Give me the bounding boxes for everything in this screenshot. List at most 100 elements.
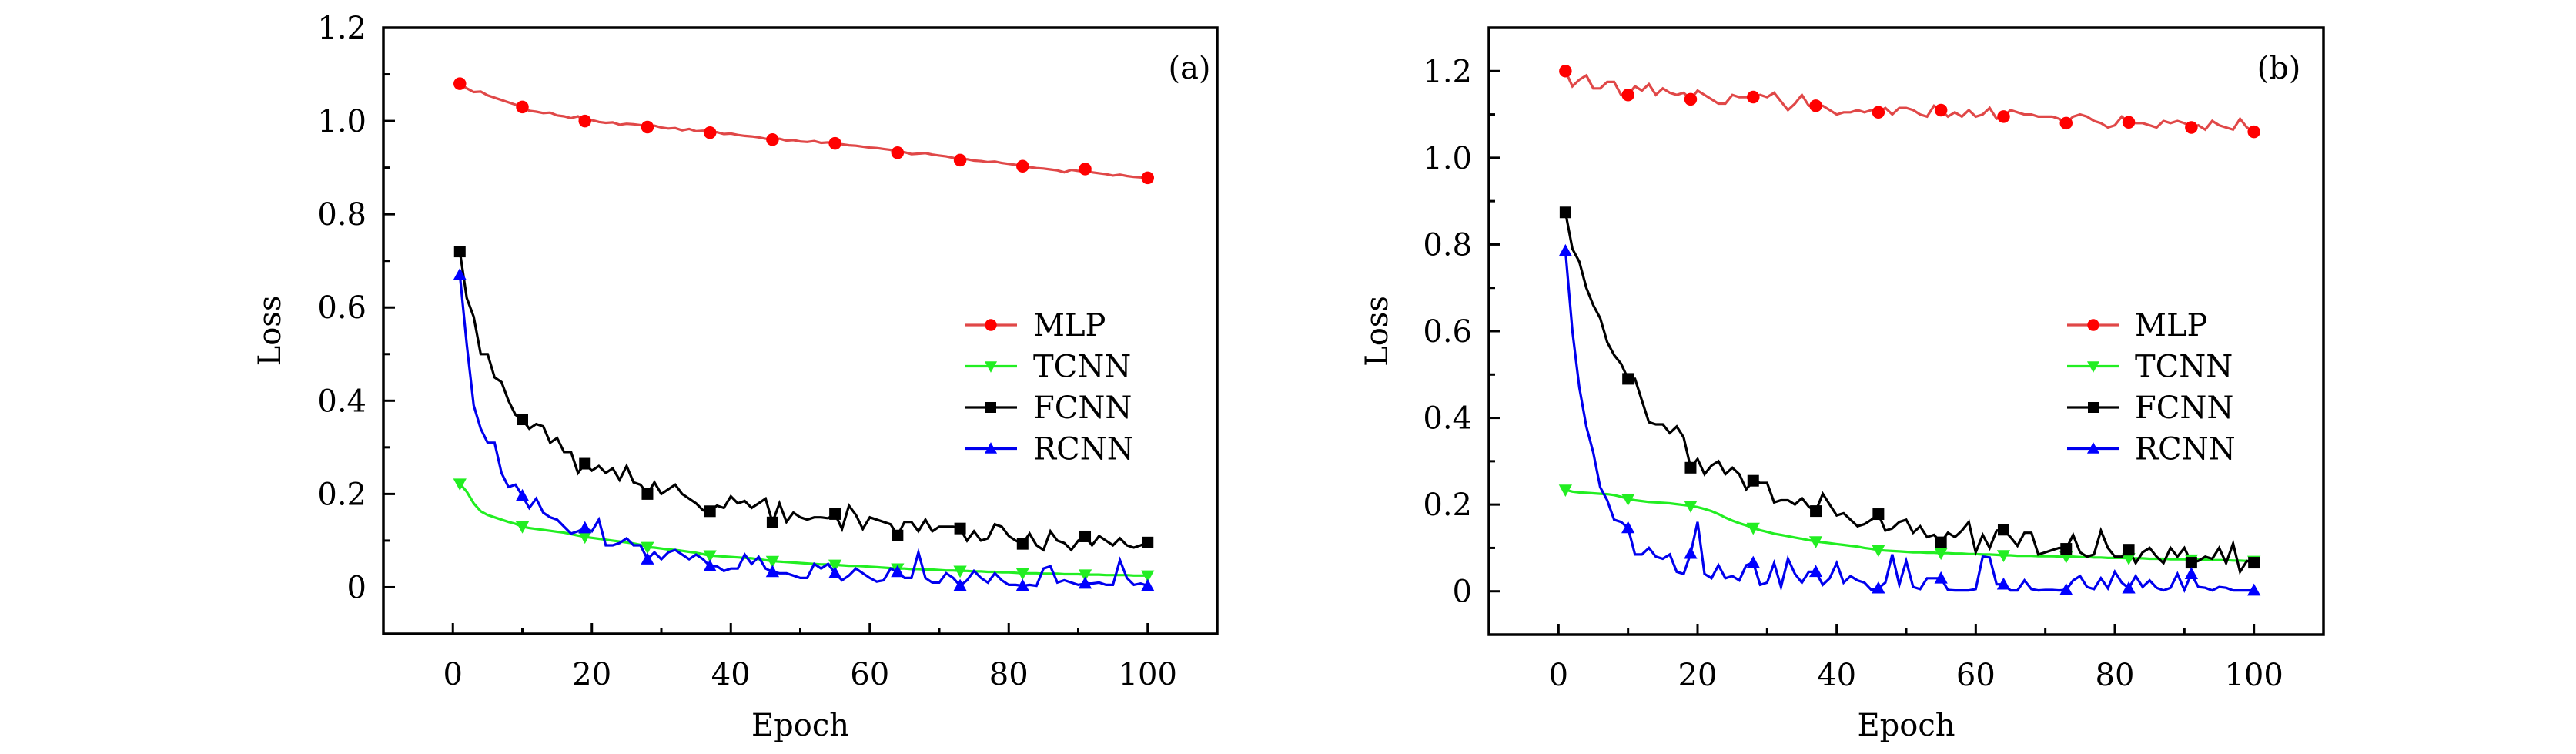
data-point-rcnn	[2247, 583, 2261, 596]
y-tick-label: 0.8	[1423, 227, 1472, 263]
y-tick-label: 1.0	[1423, 141, 1472, 176]
legend-item-rcnn: RCNN	[2067, 432, 2236, 467]
data-point-tcnn	[2122, 553, 2136, 565]
legend: MLP TCNN FCNN RCNN	[965, 308, 1134, 467]
data-point-mlp	[1747, 90, 1760, 104]
data-point-mlp	[2059, 116, 2073, 130]
x-axis-title: Epoch	[1857, 708, 1955, 743]
legend-label: TCNN	[1033, 350, 1131, 385]
data-point-mlp	[1141, 171, 1154, 185]
data-point-mlp	[953, 153, 967, 167]
y-tick-label: 1.2	[1423, 54, 1472, 89]
data-point-rcnn	[2122, 581, 2136, 594]
data-point-mlp	[516, 100, 529, 114]
data-point-rcnn	[953, 578, 967, 591]
x-tick-label: 100	[2224, 658, 2283, 693]
data-point-rcnn	[828, 566, 842, 579]
legend-item-mlp: MLP	[2067, 308, 2207, 343]
data-point-mlp	[891, 146, 905, 159]
legend-marker-square	[985, 402, 996, 413]
data-point-tcnn	[1684, 501, 1698, 513]
data-point-mlp	[1809, 99, 1822, 112]
y-tick-label: 1.0	[317, 104, 366, 139]
data-point-tcnn	[641, 541, 654, 555]
data-point-fcnn	[1079, 530, 1092, 542]
data-point-rcnn	[765, 565, 780, 578]
data-point-rcnn	[1808, 565, 1823, 578]
y-tick-label: 0.8	[317, 197, 366, 233]
data-point-tcnn	[453, 478, 467, 491]
data-point-mlp	[1684, 92, 1698, 106]
data-point-rcnn	[1996, 577, 2011, 590]
chart-panel-a: 0 20 40 60 80 100 0 0.2 0.4 0.6 0.8 1.0 1.2 Epoch Loss…	[253, 11, 1219, 743]
data-point-rcnn	[2059, 583, 2073, 595]
data-point-tcnn	[1078, 569, 1092, 582]
data-point-mlp	[828, 136, 841, 150]
legend-label: RCNN	[1033, 432, 1134, 467]
legend-marker-triangle-down	[984, 361, 998, 373]
data-point-mlp	[1872, 106, 1885, 119]
legend-item-fcnn: FCNN	[2067, 390, 2233, 426]
data-point-fcnn	[704, 505, 716, 518]
legend-marker-circle	[2087, 319, 2099, 331]
data-point-tcnn	[1746, 522, 1760, 535]
data-point-fcnn	[1872, 508, 1885, 521]
x-tick-label: 0	[1549, 658, 1568, 693]
x-tick-label: 40	[1817, 658, 1856, 693]
legend-label: FCNN	[1033, 390, 1132, 426]
data-point-fcnn	[579, 457, 591, 470]
series-group	[453, 77, 1155, 591]
y-tick-label: 0	[347, 570, 366, 605]
data-point-mlp	[1559, 65, 1572, 78]
data-point-tcnn	[578, 531, 592, 545]
data-point-fcnn	[2060, 543, 2073, 555]
data-point-fcnn	[453, 246, 466, 258]
data-point-fcnn	[954, 522, 966, 535]
legend-marker-triangle-up	[2086, 442, 2100, 454]
panel-label: (b)	[2257, 51, 2301, 86]
legend-label: MLP	[1033, 308, 1106, 343]
x-tick-label: 20	[1678, 658, 1718, 693]
data-point-tcnn	[703, 550, 717, 563]
data-point-fcnn	[1935, 536, 1947, 548]
data-point-tcnn	[1621, 494, 1635, 506]
data-point-tcnn	[1015, 568, 1029, 581]
data-point-rcnn	[2184, 567, 2198, 579]
data-point-fcnn	[1997, 524, 2009, 536]
data-point-fcnn	[1559, 206, 1571, 219]
data-point-fcnn	[766, 516, 778, 528]
series-line-mlp	[459, 82, 1148, 179]
data-point-tcnn	[1141, 570, 1155, 583]
series-line-fcnn	[1564, 212, 2255, 575]
x-tick-label: 0	[443, 657, 463, 692]
legend-item-fcnn: FCNN	[965, 390, 1132, 426]
data-point-tcnn	[953, 565, 967, 578]
data-point-fcnn	[1747, 474, 1759, 487]
legend-label: TCNN	[2135, 350, 2233, 385]
data-point-fcnn	[2248, 557, 2260, 569]
chart-panel-b: 0 20 40 60 80 100 0 0.2 0.4 0.6 0.8 1.0 1.2 Epoch Loss…	[1360, 26, 2325, 743]
data-point-mlp	[641, 120, 654, 134]
data-point-tcnn	[1872, 545, 1885, 558]
legend: MLP TCNN FCNN RCNN	[2067, 308, 2236, 467]
data-point-tcnn	[828, 559, 842, 572]
data-point-rcnn	[1684, 546, 1698, 559]
x-tick-label: 20	[572, 657, 611, 692]
data-point-fcnn	[1142, 536, 1154, 548]
data-point-fcnn	[1684, 461, 1697, 474]
data-point-mlp	[1016, 159, 1029, 173]
x-tick-label: 40	[711, 657, 751, 692]
data-point-fcnn	[641, 488, 654, 500]
series-line-rcnn	[1564, 250, 2254, 594]
data-point-mlp	[1621, 88, 1634, 102]
data-point-mlp	[453, 77, 467, 90]
legend-marker-triangle-up	[984, 442, 998, 454]
data-point-mlp	[1934, 103, 1948, 117]
data-point-fcnn	[1016, 538, 1029, 550]
data-point-rcnn	[515, 488, 530, 501]
data-point-fcnn	[517, 414, 528, 426]
y-axis-title: Loss	[253, 296, 288, 367]
data-point-fcnn	[2185, 557, 2197, 569]
data-point-fcnn	[892, 529, 904, 541]
